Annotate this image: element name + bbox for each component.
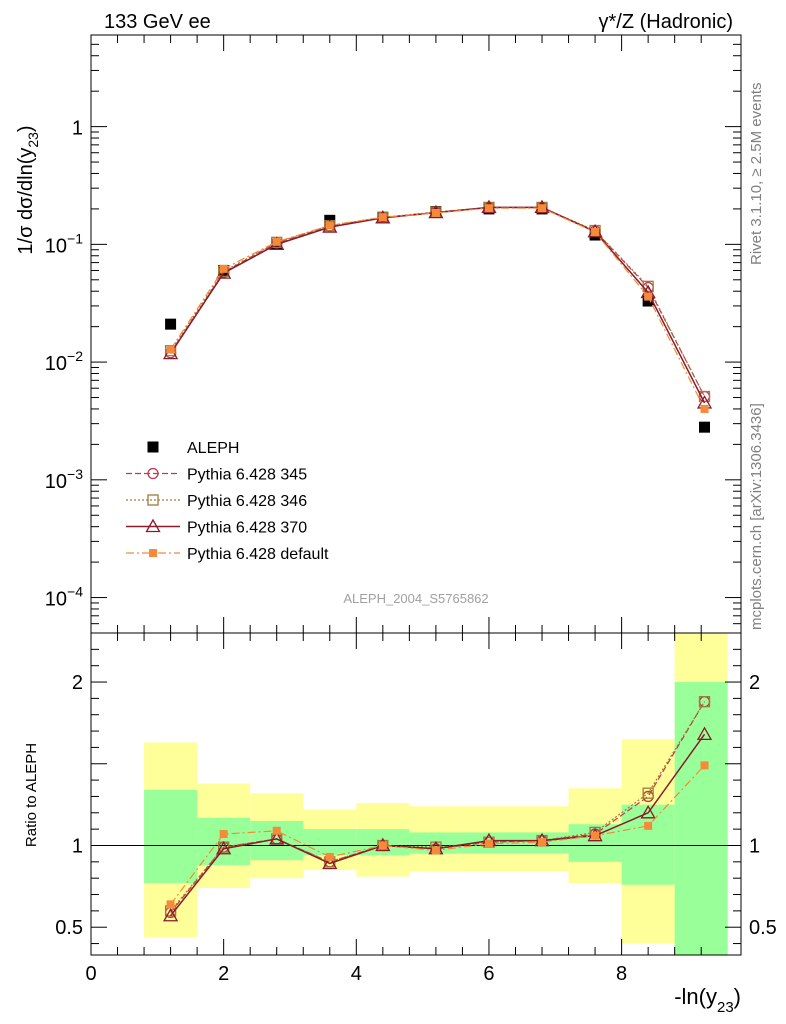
ratio-y-tick-label-right-0: 0.5 [749, 917, 777, 939]
series-line-p345 [170, 207, 706, 397]
axes-frames [90, 34, 742, 956]
ratio-series-pdefault [166, 761, 709, 909]
ratio-y-tick-label-left-2: 2 [72, 672, 83, 694]
ratio-point-pdefault-7 [538, 838, 547, 847]
series-line-pdefault [170, 207, 706, 410]
ratio-point-pdefault-1 [219, 830, 228, 839]
ratio-point-pdefault-3 [325, 852, 334, 861]
legend-label-p345: Pythia 6.428 345 [187, 467, 307, 484]
series-p345 [164, 201, 711, 403]
ratio-point-pdefault-4 [378, 841, 387, 850]
ratio-y-axis-label: Ratio to ALEPH [23, 743, 40, 847]
top-y-axis-label: 1/σ dσ/dln(y23) [15, 125, 41, 254]
point-pdefault-3 [325, 221, 334, 230]
ratio-point-p370-0 [162, 907, 179, 922]
point-pdefault-4 [378, 213, 387, 222]
legend-marker-pdefault [149, 549, 157, 557]
ratio-point-p370-2 [269, 831, 285, 845]
ratio-line-p346 [170, 701, 706, 912]
point-pdefault-5 [431, 208, 440, 217]
legend-marker-data [147, 441, 159, 453]
legend-entry-pdefault: Pythia 6.428 default [126, 546, 329, 563]
point-pdefault-10 [700, 404, 709, 413]
ratio-point-pdefault-8 [591, 831, 600, 840]
text-layer: 133 GeV ee γ*/Z (Hadronic) ALEPH_2004_S5… [15, 11, 777, 1016]
point-data-0 [165, 318, 177, 330]
legend: ALEPH Pythia 6.428 345 Pythia 6.428 346 Pyt… [126, 440, 329, 563]
point-pdefault-8 [591, 228, 600, 237]
legend-entry-p370: Pythia 6.428 370 [126, 518, 307, 537]
ratio-point-pdefault-0 [166, 900, 175, 909]
ratio-point-pdefault-10 [700, 761, 709, 770]
point-pdefault-9 [644, 292, 653, 301]
top-panel-frame [90, 34, 742, 634]
ratio-y-tick-label-left-0: 0.5 [55, 917, 83, 939]
y-tick-label-2: 10−2 [45, 348, 83, 375]
y-tick-label-1: 10−3 [45, 466, 83, 493]
band-inner-3 [303, 829, 357, 856]
ratio-point-p370-1 [216, 840, 232, 855]
x-axis-label: -ln(y23) [674, 984, 741, 1016]
ratio-panel-frame [90, 632, 742, 956]
x-tick-label-4: 8 [616, 963, 627, 985]
point-pdefault-1 [219, 264, 228, 273]
ratio-point-p370-10 [696, 726, 713, 740]
y-tick-label-4: 1 [72, 118, 83, 140]
series-line-p346 [170, 206, 706, 397]
band-inner-9 [621, 804, 675, 885]
legend-entry-p346: Pythia 6.428 346 [126, 493, 307, 510]
ratio-point-pdefault-5 [431, 846, 440, 855]
ratio-point-p346-9 [642, 787, 654, 799]
ratio-point-p370-3 [322, 855, 338, 870]
band-inner-0 [144, 789, 198, 884]
rivet-note: Rivet 3.1.10, ≥ 2.5M events [748, 83, 765, 266]
x-tick-label-1: 2 [218, 963, 229, 985]
x-tick-label-0: 0 [85, 963, 96, 985]
point-pdefault-0 [166, 345, 175, 354]
ratio-point-pdefault-2 [272, 826, 281, 835]
y-tick-label-0: 10−4 [45, 584, 83, 611]
y-tick-label-3: 10−1 [45, 230, 83, 257]
legend-entry-p345: Pythia 6.428 345 [126, 467, 307, 484]
legend-label-p370: Pythia 6.428 370 [187, 520, 307, 537]
series-pdefault [166, 204, 709, 413]
watermark: ALEPH_2004_S5765862 [343, 591, 488, 606]
legend-label-p346: Pythia 6.428 346 [187, 493, 307, 510]
legend-label-pdefault: Pythia 6.428 default [187, 546, 329, 563]
ratio-point-pdefault-9 [644, 821, 653, 830]
series-line-p370 [169, 206, 706, 404]
ratio-y-tick-label-right-1: 1 [749, 835, 760, 857]
point-pdefault-2 [272, 237, 281, 246]
x-tick-label-2: 4 [351, 963, 362, 985]
point-pdefault-7 [538, 204, 547, 213]
series-layer [162, 199, 713, 922]
legend-marker-p345 [147, 467, 159, 480]
header-right-title: γ*/Z (Hadronic) [599, 11, 733, 33]
x-tick-label-3: 6 [483, 963, 494, 985]
mcplots-note: mcplots.cern.ch [arXiv:1306.3436] [748, 403, 765, 630]
point-pdefault-6 [484, 204, 493, 213]
legend-entry-data: ALEPH [147, 440, 239, 457]
series-p370 [162, 199, 713, 409]
series-p346 [164, 201, 711, 403]
ratio-point-pdefault-6 [484, 839, 493, 848]
legend-marker-p370 [145, 518, 161, 533]
ratio-y-tick-label-right-2: 2 [749, 672, 760, 694]
header-left-title: 133 GeV ee [104, 11, 211, 33]
legend-label-data: ALEPH [187, 440, 239, 457]
point-data-9 [642, 295, 654, 307]
point-data-10 [699, 421, 711, 433]
legend-marker-p346 [147, 494, 159, 506]
ratio-point-p370-9 [640, 804, 656, 819]
ratio-point-p346-10 [698, 695, 711, 708]
band-inner-10 [674, 682, 728, 955]
series-data [165, 203, 711, 433]
band-inner-8 [568, 824, 622, 862]
ratio-y-tick-label-left-1: 1 [72, 835, 83, 857]
uncertainty-bands [144, 633, 728, 955]
